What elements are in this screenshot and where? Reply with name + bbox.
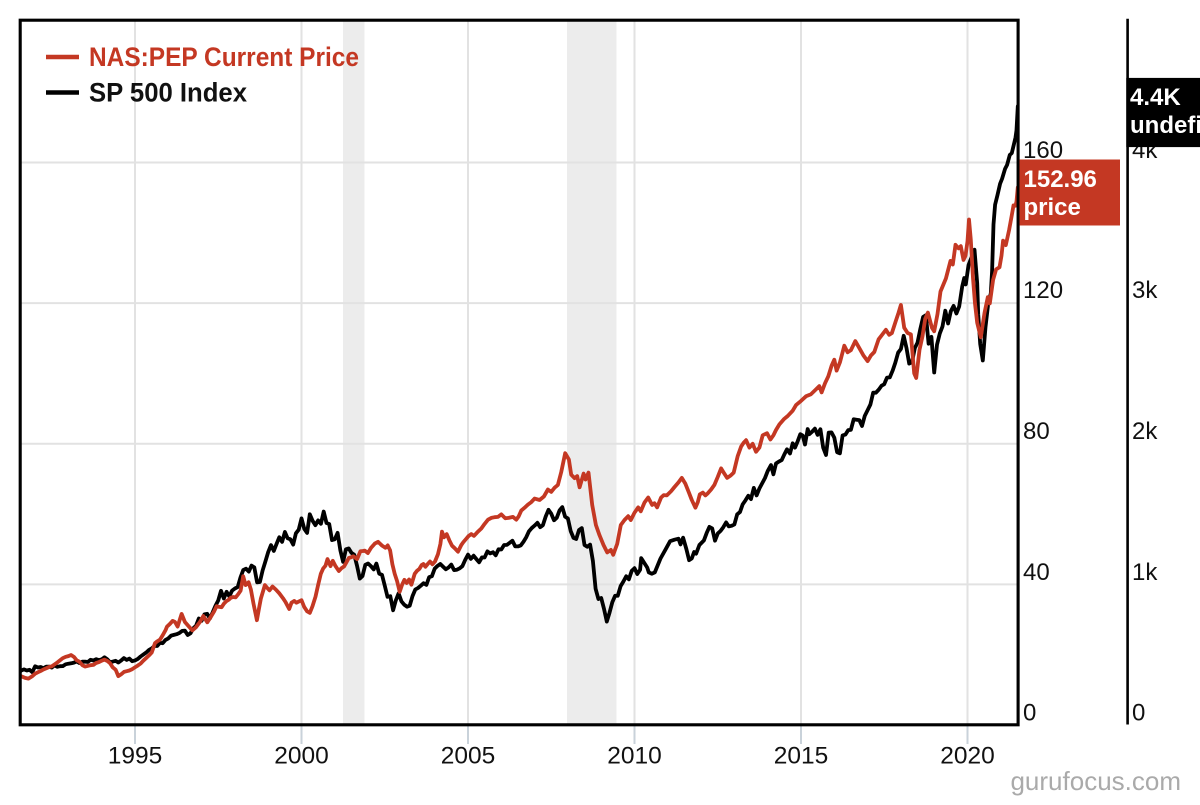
svg-text:4.4K: 4.4K (1130, 84, 1181, 111)
svg-text:SP 500 Index: SP 500 Index (89, 78, 247, 108)
svg-text:120: 120 (1023, 277, 1063, 304)
svg-text:gurufocus.com: gurufocus.com (1010, 766, 1181, 796)
svg-text:price: price (1024, 194, 1081, 221)
svg-text:2020: 2020 (940, 743, 995, 770)
svg-text:2k: 2k (1132, 418, 1158, 445)
svg-text:3k: 3k (1132, 277, 1158, 304)
svg-text:80: 80 (1023, 418, 1050, 445)
svg-text:40: 40 (1023, 559, 1050, 586)
svg-text:0: 0 (1023, 700, 1036, 727)
svg-text:160: 160 (1023, 137, 1063, 164)
svg-text:1k: 1k (1132, 559, 1158, 586)
svg-text:1995: 1995 (108, 743, 163, 770)
svg-text:2015: 2015 (774, 743, 829, 770)
svg-text:2005: 2005 (441, 743, 496, 770)
svg-text:2010: 2010 (607, 743, 662, 770)
svg-text:2000: 2000 (274, 743, 329, 770)
svg-text:NAS:PEP Current Price: NAS:PEP Current Price (89, 42, 359, 72)
svg-text:152.96: 152.96 (1024, 166, 1097, 193)
svg-text:0: 0 (1132, 700, 1145, 727)
svg-text:undefined: undefined (1130, 112, 1200, 139)
